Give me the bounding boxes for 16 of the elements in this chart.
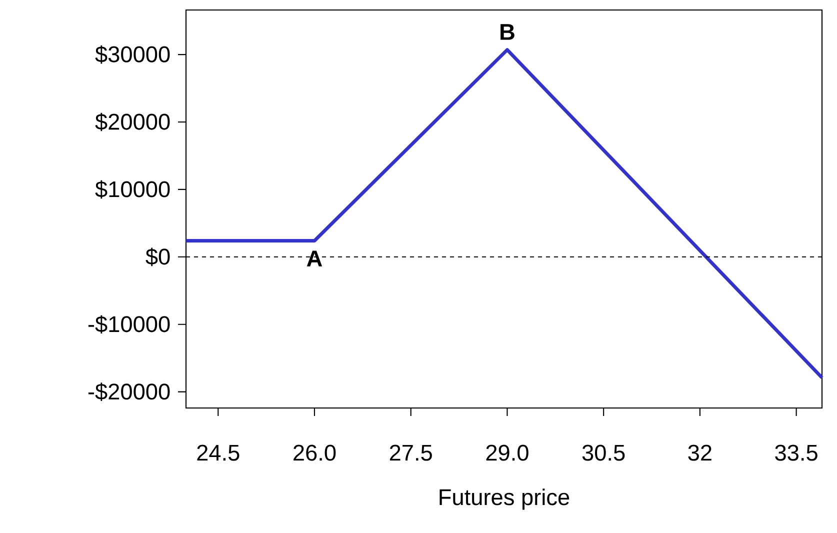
y-tick-label: -$10000 <box>88 315 170 334</box>
annotation: B <box>500 24 514 40</box>
x-axis-title: Futures price <box>440 488 570 510</box>
x-tick-label: 32 <box>688 444 712 461</box>
y-tick-label: -$20000 <box>88 382 170 401</box>
x-tick-label: 29.0 <box>486 444 528 461</box>
y-tick-label: $10000 <box>95 180 170 199</box>
x-tick-label: 26.0 <box>294 444 336 461</box>
y-tick-label: $20000 <box>95 112 170 132</box>
y-tick-label: $30000 <box>95 45 170 64</box>
y-tick-label: $0 <box>146 248 170 266</box>
x-tick-label: 27.5 <box>390 444 432 461</box>
x-tick-label: 24.5 <box>197 444 240 461</box>
annotation: A <box>306 250 322 266</box>
x-tick-label: 33.5 <box>775 444 818 461</box>
x-tick-label: 30.5 <box>582 444 625 461</box>
